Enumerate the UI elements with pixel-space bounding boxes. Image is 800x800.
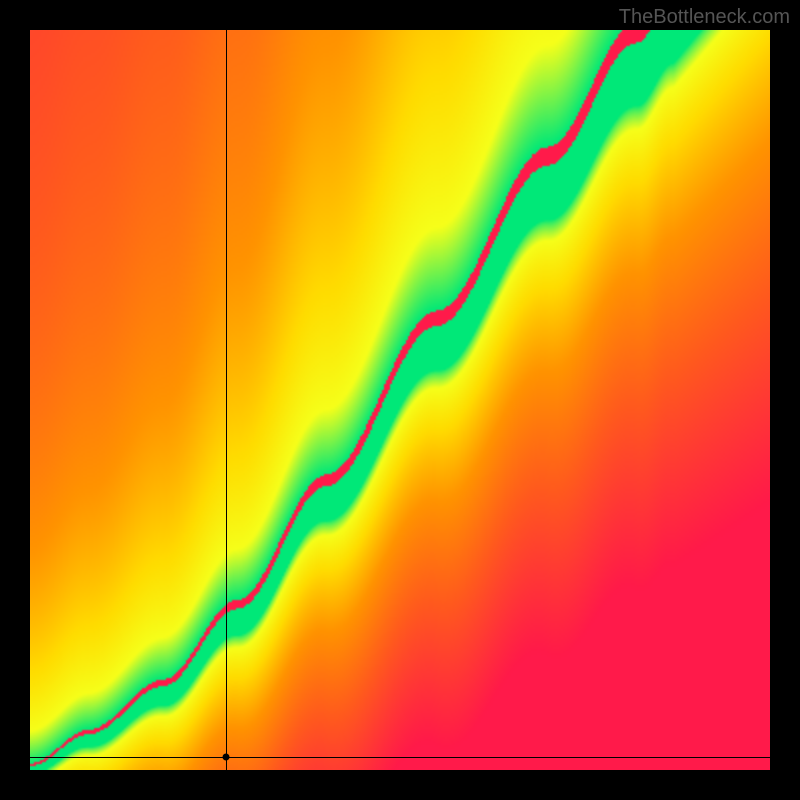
watermark-text: TheBottleneck.com bbox=[619, 6, 790, 29]
crosshair-vertical bbox=[226, 30, 227, 770]
heatmap-plot bbox=[30, 30, 770, 770]
crosshair-horizontal bbox=[30, 757, 770, 758]
heatmap-canvas bbox=[30, 30, 770, 770]
crosshair-marker bbox=[223, 753, 230, 760]
